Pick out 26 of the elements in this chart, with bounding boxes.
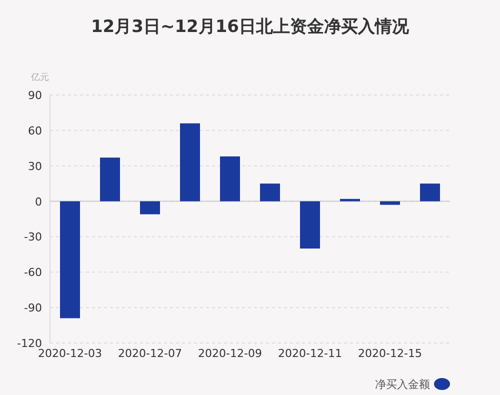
bar <box>380 201 400 205</box>
y-tick-label: 0 <box>35 195 42 208</box>
bar <box>180 123 200 202</box>
bar <box>60 201 80 318</box>
bar <box>300 201 320 249</box>
bar <box>220 156 240 202</box>
x-tick-label: 2020-12-15 <box>358 347 422 360</box>
y-tick-label: -60 <box>24 266 42 280</box>
bar <box>420 184 440 202</box>
x-tick-label: 2020-12-09 <box>198 347 262 360</box>
y-tick-label: 90 <box>28 89 42 102</box>
y-tick-label: -120 <box>17 337 42 350</box>
y-tick-label: -90 <box>24 302 42 315</box>
legend-label: 净买入金额 <box>375 378 430 391</box>
x-tick-label: 2020-12-03 <box>38 347 102 360</box>
bar <box>100 158 120 202</box>
y-tick-label: 30 <box>28 160 42 173</box>
bar <box>260 184 280 202</box>
bar <box>340 198 360 202</box>
x-tick-label: 2020-12-11 <box>278 347 342 360</box>
y-tick-label: -30 <box>24 230 42 244</box>
y-axis-title: 亿元 <box>30 72 49 83</box>
x-tick-label: 2020-12-07 <box>118 347 182 360</box>
y-tick-label: 60 <box>28 124 42 138</box>
chart-title: 12月3日~12月16日北上资金净买入情况 <box>90 17 410 37</box>
bar <box>140 201 160 214</box>
